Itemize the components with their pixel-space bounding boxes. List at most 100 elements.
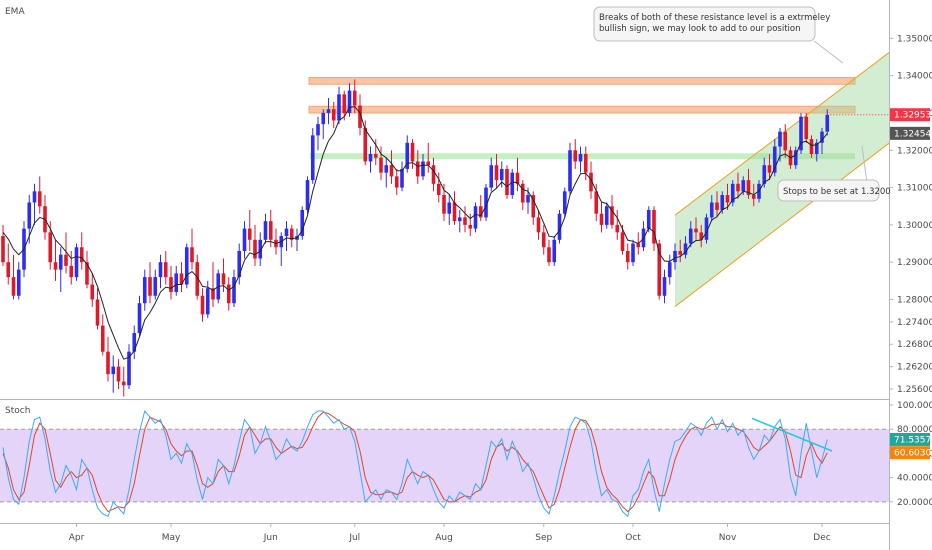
candle-body	[132, 333, 137, 352]
candle-body	[174, 273, 179, 293]
candle-body	[688, 228, 693, 244]
candle-body	[137, 303, 142, 334]
time-tick-label: Jul	[348, 533, 360, 543]
candle-body	[704, 217, 709, 240]
annotation-text: Breaks of both of these resistance level…	[599, 13, 830, 34]
candle-body	[16, 269, 21, 296]
candle-body	[510, 172, 515, 196]
time-tick-label: May	[162, 533, 181, 543]
annotation-stop-note: Stops to be set at 1.3200	[777, 145, 891, 202]
candle-body	[631, 243, 635, 263]
candle-body	[589, 172, 593, 192]
stoch-band	[0, 429, 889, 502]
candle-body	[604, 206, 609, 225]
candle-body	[116, 366, 121, 382]
candle-body	[394, 176, 399, 188]
candle-body	[342, 94, 347, 113]
candle-body	[531, 195, 536, 218]
indicator-label-stoch: Stoch	[5, 406, 30, 416]
candle-body	[368, 154, 373, 162]
candle-body	[751, 195, 756, 199]
annotation-leader-line	[813, 40, 844, 64]
candle-body	[709, 202, 714, 218]
candle-body	[337, 94, 341, 121]
price-tick-label: 1.32000	[897, 146, 932, 156]
candle-body	[820, 131, 824, 143]
channel-fill	[675, 52, 889, 307]
time-tick-label: Dec	[813, 533, 830, 543]
candle-body	[610, 206, 614, 225]
stoch-tick-label: 20.0000	[897, 498, 932, 508]
time-tick-label: Aug	[435, 533, 453, 543]
candle-body	[552, 239, 557, 263]
ema-value-tag-bg	[890, 126, 930, 140]
candle-body	[741, 180, 746, 192]
candle-body	[720, 195, 725, 210]
candle-body	[662, 277, 667, 296]
candle-body	[499, 168, 504, 181]
candle-body	[730, 183, 735, 203]
candle-body	[599, 213, 604, 225]
candle-body	[326, 109, 331, 113]
channel-lower-line	[674, 142, 890, 307]
candle-body	[484, 187, 488, 218]
candle-body	[11, 277, 16, 296]
indicator-label-ema: EMA	[5, 7, 25, 17]
candle-body	[163, 262, 168, 278]
candle-body	[64, 254, 68, 266]
annotation-leader-line	[861, 145, 868, 184]
candle-body	[767, 165, 772, 173]
candle-body	[379, 157, 383, 173]
candle-body	[620, 232, 625, 251]
candle-body	[352, 90, 357, 106]
time-tick-label: Apr	[69, 533, 85, 543]
stoch-d-tag-bg	[890, 446, 930, 460]
candle-body	[594, 191, 599, 214]
candle-body	[347, 90, 352, 113]
candle-body	[74, 247, 79, 278]
candle-body	[652, 209, 656, 244]
price-tick-label: 1.29000	[897, 258, 932, 268]
candle-body	[421, 161, 425, 177]
candle-body	[736, 183, 740, 192]
candle-body	[100, 325, 105, 352]
candle-body	[363, 127, 368, 162]
stoch-pane	[0, 410, 889, 518]
candle-body	[95, 299, 100, 326]
price-tick-label: 1.27400	[897, 318, 932, 328]
candle-body	[636, 243, 641, 248]
resistance-zone	[308, 77, 856, 85]
candle-body	[211, 288, 215, 300]
candle-body	[505, 168, 509, 196]
price-tick-label: 1.26800	[897, 340, 932, 350]
annotation-resistance-note: Breaks of both of these resistance level…	[593, 6, 844, 64]
candle-body	[106, 351, 110, 375]
candle-body	[305, 180, 310, 210]
candle-body	[473, 206, 478, 229]
candle-body	[58, 254, 63, 270]
candle-body	[573, 150, 578, 162]
ema-value-tag: 1.32454	[894, 129, 931, 139]
candle-body	[541, 232, 546, 248]
candle-body	[793, 150, 798, 166]
candle-body	[221, 273, 226, 285]
time-tick-label: Oct	[625, 533, 641, 543]
candle-body	[331, 109, 336, 121]
stoch-k-tag: 71.5357	[894, 435, 931, 445]
candle-body	[678, 250, 683, 255]
stoch-k-tag-bg	[890, 432, 930, 446]
candle-body	[557, 213, 562, 240]
candle-body	[762, 165, 767, 184]
candle-body	[536, 217, 541, 233]
candle-body	[442, 195, 446, 214]
candle-body	[232, 277, 236, 304]
candle-body	[263, 221, 268, 240]
price-axis: 1.350001.340001.330001.320001.310001.300…	[889, 0, 932, 550]
candle-body	[121, 381, 126, 386]
price-tick-label: 1.35000	[897, 34, 932, 44]
candle-body	[515, 172, 520, 184]
candle-body	[300, 209, 305, 237]
candle-body	[615, 224, 620, 233]
candle-body	[169, 277, 173, 293]
channel-upper-line	[674, 52, 890, 216]
